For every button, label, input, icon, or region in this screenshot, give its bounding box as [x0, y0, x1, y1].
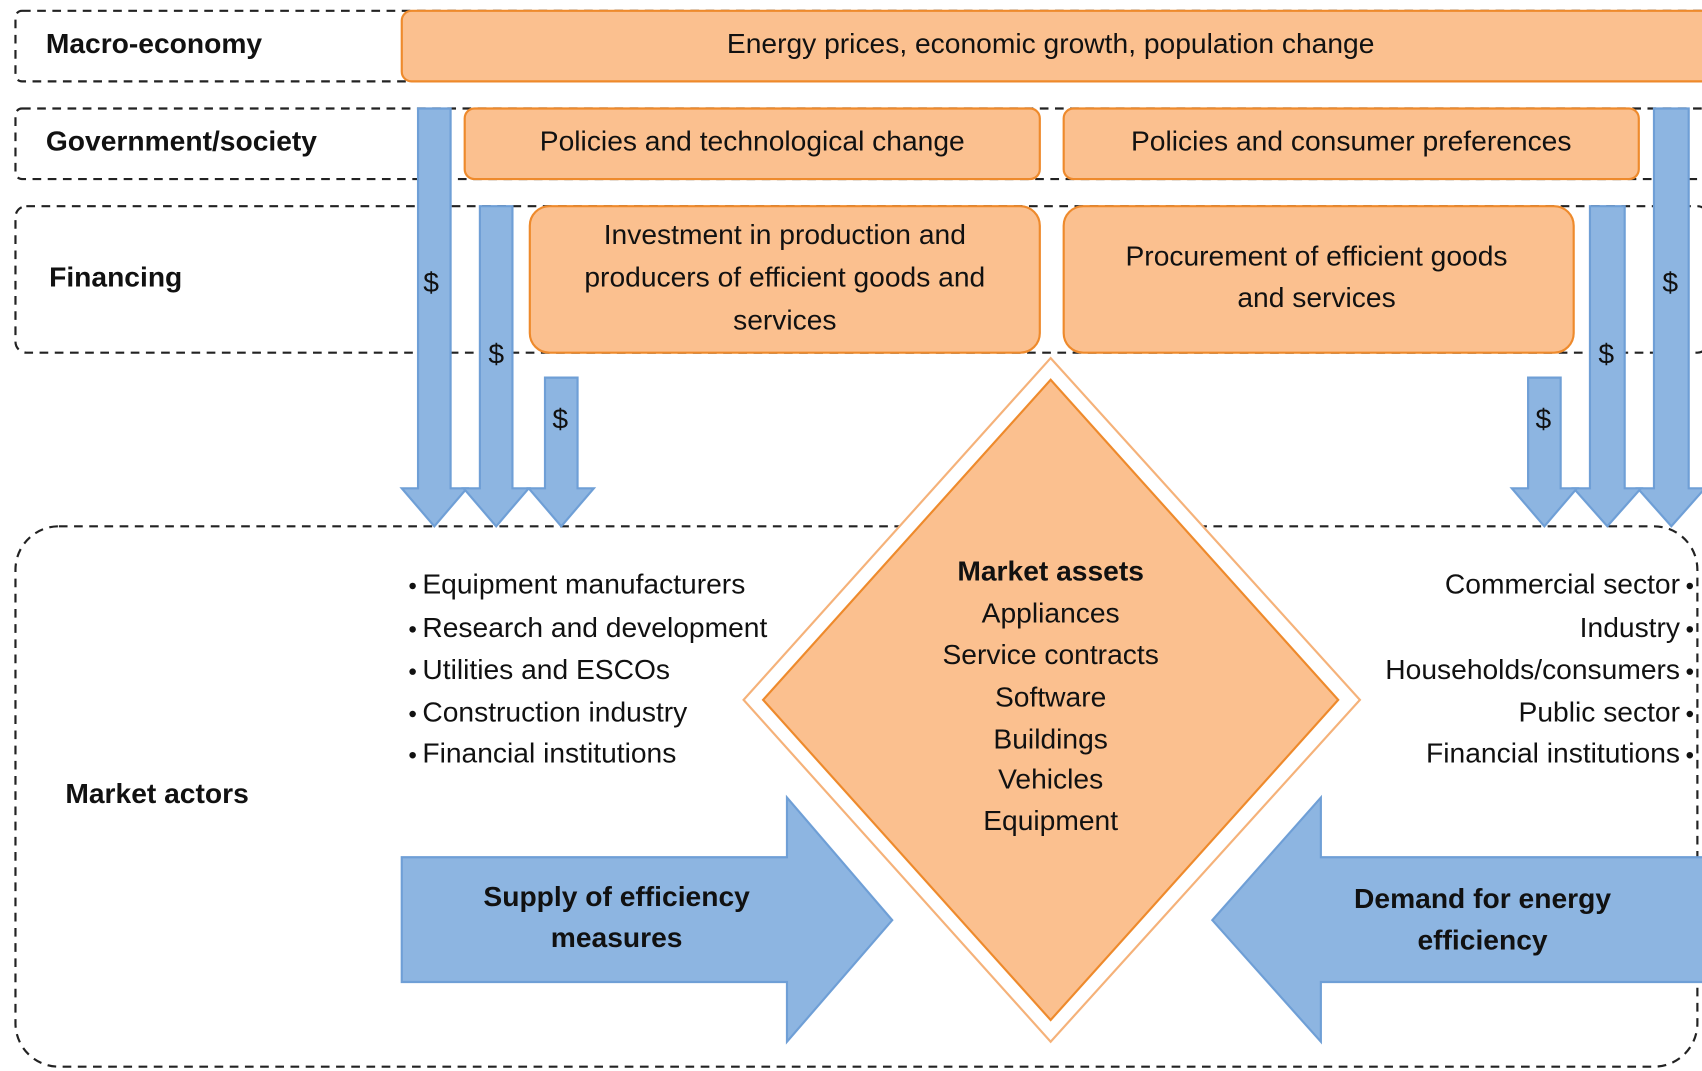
demand-actor: Commercial sector	[1445, 567, 1680, 599]
arrow-text: Demand for energy	[1354, 882, 1611, 914]
assets-title: Market assets	[957, 554, 1144, 586]
bullet	[409, 626, 416, 633]
money-arrow	[1571, 205, 1644, 528]
supply-actor: Financial institutions	[422, 737, 676, 769]
box-text: services	[733, 304, 836, 336]
bullet	[409, 582, 416, 590]
arrow-text: Supply of efficiency	[483, 880, 750, 912]
dollar: $	[1662, 266, 1678, 298]
asset-item: Vehicles	[998, 763, 1103, 795]
box-text: and services	[1237, 281, 1395, 313]
money-arrow	[461, 205, 532, 528]
row-label: Government/society	[46, 125, 317, 157]
bullet	[409, 751, 416, 759]
supply-actor: Research and development	[422, 611, 767, 643]
dollar: $	[1535, 402, 1551, 434]
market-row	[14, 525, 1699, 1068]
bullet	[409, 668, 416, 675]
dollar: $	[488, 337, 504, 369]
demand-actor: Industry	[1580, 611, 1681, 643]
row-label: Financing	[49, 260, 182, 292]
money-arrow	[1509, 376, 1580, 528]
bullet	[409, 710, 416, 718]
dollar: $	[423, 266, 439, 298]
asset-item: Service contracts	[943, 638, 1159, 670]
row-label: Market actors	[65, 777, 248, 809]
gov-box	[463, 107, 1041, 181]
asset-item: Buildings	[993, 723, 1107, 755]
arrow-text: measures	[551, 921, 683, 953]
supply-actor: Construction industry	[422, 695, 688, 727]
money-arrow	[399, 107, 470, 528]
supply-actor: Equipment manufacturers	[422, 567, 745, 599]
box-text: Investment in production and	[604, 218, 966, 250]
bullet	[1686, 582, 1694, 590]
money-arrow	[526, 376, 597, 528]
box-text: Policies and technological change	[540, 125, 965, 157]
fin-box	[1062, 205, 1575, 354]
bullet	[1686, 626, 1694, 633]
box-text: Policies and consumer preferences	[1131, 125, 1572, 157]
bullet	[1686, 668, 1694, 675]
asset-item: Appliances	[982, 597, 1120, 629]
money-arrow	[1635, 107, 1702, 528]
bullet	[1686, 710, 1694, 718]
demand-actor: Households/consumers	[1385, 653, 1680, 685]
asset-item: Software	[995, 680, 1106, 712]
supply-actor: Utilities and ESCOs	[422, 653, 670, 685]
arrow-text: efficiency	[1417, 923, 1547, 955]
demand-arrow	[1210, 794, 1702, 1045]
supply-arrow	[400, 794, 894, 1045]
fin-box	[528, 205, 1041, 354]
diamond	[761, 378, 1340, 1022]
row-label: Macro-economy	[46, 27, 263, 59]
macro-box	[400, 9, 1702, 83]
gov-box	[1062, 107, 1640, 181]
box-text: Energy prices, economic growth, populati…	[727, 27, 1375, 59]
demand-actor: Public sector	[1519, 695, 1680, 727]
dollar: $	[1598, 337, 1614, 369]
dollar: $	[552, 402, 568, 434]
box-text: Procurement of efficient goods	[1126, 240, 1508, 272]
box-text: producers of efficient goods and	[584, 260, 985, 292]
demand-actor: Financial institutions	[1426, 737, 1680, 769]
asset-item: Equipment	[983, 804, 1118, 836]
bullet	[1686, 751, 1694, 759]
